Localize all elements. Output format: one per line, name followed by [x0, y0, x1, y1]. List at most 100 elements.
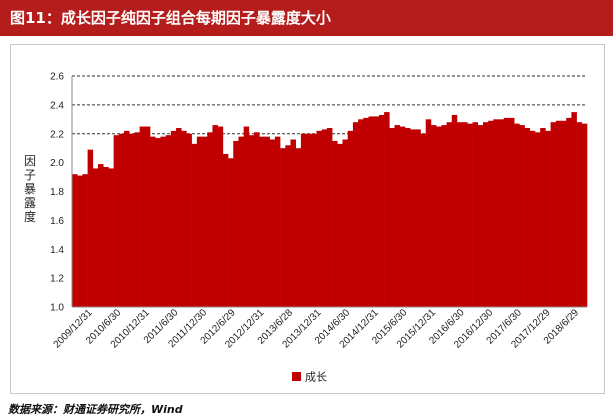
bar	[555, 120, 562, 307]
figure-title-bar: 图11：成长因子纯因子组合每期因子暴露度大小	[0, 0, 613, 36]
bar	[540, 127, 546, 307]
bar	[368, 116, 375, 308]
y-tick-label: 1.2	[50, 274, 64, 285]
y-tick-label: 1.4	[50, 245, 64, 256]
bar	[493, 119, 499, 307]
bar	[124, 130, 130, 307]
bar	[420, 133, 427, 307]
bar	[306, 133, 312, 307]
bar	[103, 166, 109, 307]
bar	[571, 112, 577, 307]
bar	[87, 149, 94, 307]
bar	[207, 132, 213, 307]
bars	[72, 112, 588, 308]
legend: 成长	[292, 371, 327, 384]
bar	[534, 132, 541, 307]
bar	[425, 119, 432, 307]
bar	[399, 126, 406, 307]
source-note: 数据来源：财通证券研究所，Wind	[8, 403, 183, 416]
bar	[332, 140, 338, 307]
bar	[550, 122, 557, 307]
bar	[560, 120, 567, 307]
bar	[243, 126, 250, 307]
bar	[274, 136, 281, 307]
bar	[352, 122, 359, 307]
bar	[436, 126, 442, 307]
bar	[498, 119, 505, 307]
bar	[264, 136, 270, 307]
bar	[488, 120, 494, 307]
bar	[217, 126, 224, 307]
bar	[118, 133, 125, 307]
bar	[72, 174, 78, 307]
bar	[212, 125, 218, 307]
y-axis-label-char: 露	[24, 196, 36, 210]
bar	[280, 148, 286, 307]
bar	[160, 136, 166, 307]
bar	[446, 122, 453, 307]
y-axis-label-char: 因	[24, 154, 36, 168]
bar	[519, 125, 525, 307]
bar	[472, 122, 479, 307]
bar	[441, 125, 447, 307]
bar	[514, 123, 520, 307]
y-axis-label-char: 子	[24, 168, 36, 182]
y-axis-label-char: 度	[24, 209, 36, 224]
bar	[92, 168, 99, 307]
bar	[373, 116, 380, 308]
bar	[176, 127, 182, 307]
chart-frame: 1.0 1.2 1.4 1.6 1.8 2.0 2.2 2.4 2.6 2009/12/31 20…	[10, 44, 605, 394]
y-axis-label-char: 暴	[24, 182, 36, 196]
bar	[98, 164, 104, 307]
bar	[295, 148, 302, 307]
bar	[144, 126, 151, 307]
bar	[290, 139, 296, 307]
bar	[238, 136, 244, 307]
bar	[228, 158, 234, 307]
bar	[451, 114, 458, 307]
y-axis-label: 因子暴露度	[24, 154, 36, 224]
y-tick-label: 1.0	[50, 303, 64, 314]
bar	[404, 127, 411, 307]
bar	[77, 175, 83, 307]
bar	[191, 143, 198, 307]
bar	[337, 143, 343, 307]
bar	[196, 136, 203, 307]
y-tick-label: 2.0	[50, 158, 64, 169]
bar	[186, 133, 192, 307]
bar	[165, 135, 172, 307]
bar	[462, 122, 468, 307]
y-tick-label: 1.6	[50, 216, 64, 227]
legend-swatch	[292, 372, 301, 381]
bar	[410, 129, 416, 307]
y-tick-label: 2.6	[50, 72, 64, 83]
bar	[524, 127, 531, 307]
bar	[503, 117, 510, 308]
bar	[389, 127, 395, 307]
bar	[482, 122, 489, 307]
bar	[181, 130, 187, 307]
bar	[82, 174, 88, 307]
bar	[316, 130, 322, 307]
bar	[285, 145, 291, 307]
y-tick-label: 2.2	[50, 129, 64, 140]
x-tick-labels: 2009/12/312010/6/302010/12/312011/6/3020…	[52, 307, 582, 351]
bar	[415, 129, 421, 307]
bar	[269, 139, 276, 307]
bar	[378, 114, 385, 307]
y-tick-label: 2.4	[50, 100, 64, 111]
bar	[363, 117, 369, 308]
bar	[139, 126, 146, 307]
bar	[155, 138, 161, 307]
bar	[321, 129, 328, 307]
axes	[71, 76, 587, 308]
bar	[259, 136, 265, 307]
legend-label: 成长	[305, 371, 327, 384]
bar	[134, 132, 140, 307]
bar	[222, 153, 229, 307]
bar	[581, 123, 588, 307]
bar	[394, 125, 401, 307]
bar	[342, 139, 349, 307]
bar	[300, 133, 307, 307]
bar	[113, 135, 120, 307]
